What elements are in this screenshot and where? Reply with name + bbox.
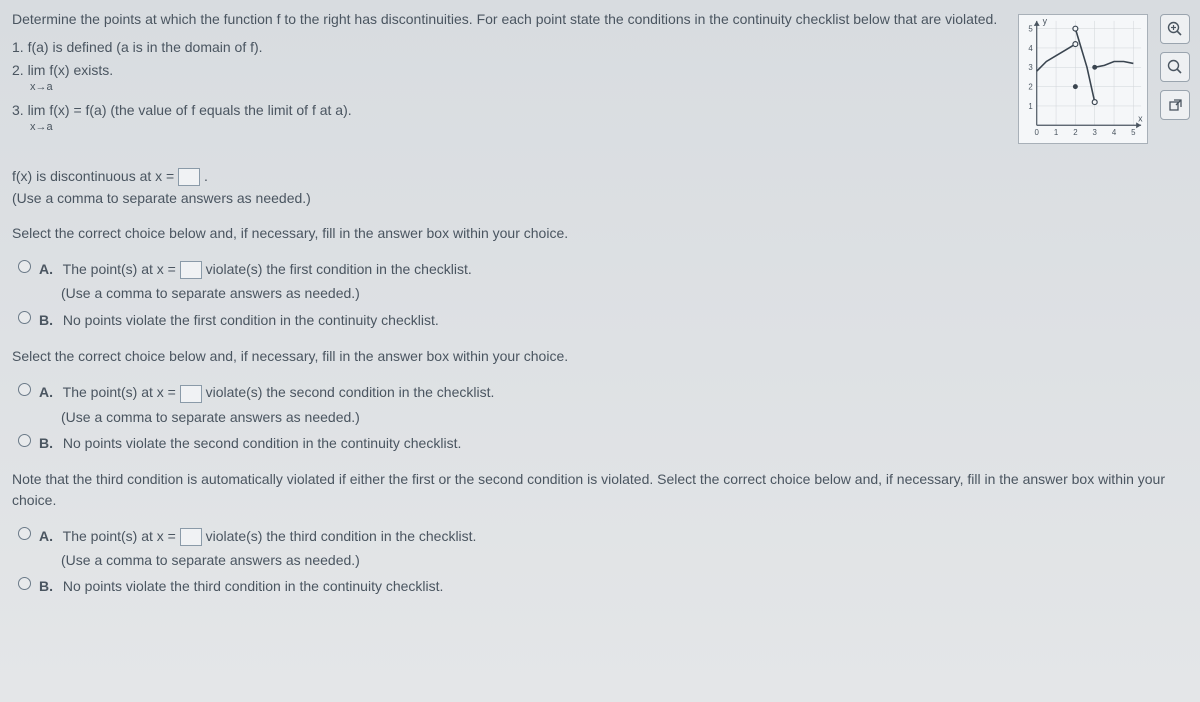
svg-text:3: 3 [1093, 128, 1098, 137]
discontinuous-text-post: . [204, 168, 208, 184]
question-header: Determine the points at which the functi… [12, 8, 1188, 30]
section2-radio-a[interactable] [18, 383, 31, 396]
condition-2: 2. lim f(x) exists. [12, 59, 1188, 81]
section1-radio-a[interactable] [18, 260, 31, 273]
section3-a-post: violate(s) the third condition in the ch… [206, 528, 477, 544]
graph-container: 0 1 2 3 4 5 1 2 3 4 5 y x [1018, 14, 1148, 144]
magnify-plus-icon [1167, 21, 1183, 37]
section3-radio-b[interactable] [18, 577, 31, 590]
section2-a-input[interactable] [180, 385, 202, 403]
section1-radio-b[interactable] [18, 311, 31, 324]
section3-b-label: B. [39, 578, 53, 594]
section3-a-pre: The point(s) at x = [63, 528, 180, 544]
discontinuous-text-pre: f(x) is discontinuous at x = [12, 168, 178, 184]
section3-note: Note that the third condition is automat… [12, 469, 1188, 511]
condition-2-sub: x→a [30, 79, 1188, 97]
section2-a-label: A. [39, 384, 53, 400]
section2-radio-b[interactable] [18, 434, 31, 447]
zoom-in-button[interactable] [1160, 14, 1190, 44]
condition-3-sub: x→a [30, 119, 1188, 137]
section1-instruction: Select the correct choice below and, if … [12, 222, 1188, 244]
svg-text:4: 4 [1028, 44, 1033, 53]
magnify-icon [1167, 59, 1183, 75]
section1-b-label: B. [39, 312, 53, 328]
section3-a-note: (Use a comma to separate answers as need… [61, 549, 1188, 571]
svg-text:y: y [1043, 16, 1048, 26]
svg-text:0: 0 [1035, 128, 1040, 137]
section3-a-label: A. [39, 528, 53, 544]
section1-a-pre: The point(s) at x = [63, 261, 180, 277]
svg-text:x: x [1138, 113, 1143, 123]
section3-a-input[interactable] [180, 528, 202, 546]
discontinuous-input[interactable] [178, 168, 200, 186]
section2-b-label: B. [39, 435, 53, 451]
section1-a-input[interactable] [180, 261, 202, 279]
section2-b-text: No points violate the second condition i… [63, 435, 461, 451]
svg-text:2: 2 [1073, 128, 1077, 137]
zoom-out-button[interactable] [1160, 52, 1190, 82]
section3-b-text: No points violate the third condition in… [63, 578, 444, 594]
section2-instruction: Select the correct choice below and, if … [12, 345, 1188, 367]
function-graph: 0 1 2 3 4 5 1 2 3 4 5 y x [1018, 14, 1148, 144]
condition-3: 3. lim f(x) = f(a) (the value of f equal… [12, 99, 1188, 121]
section1-a-note: (Use a comma to separate answers as need… [61, 282, 1188, 304]
svg-text:1: 1 [1028, 102, 1032, 111]
section2-a-pre: The point(s) at x = [63, 384, 180, 400]
discontinuous-note: (Use a comma to separate answers as need… [12, 187, 1188, 209]
section2-a-note: (Use a comma to separate answers as need… [61, 406, 1188, 428]
popout-icon [1168, 98, 1183, 113]
svg-text:5: 5 [1028, 25, 1033, 34]
svg-text:3: 3 [1028, 63, 1033, 72]
condition-1: 1. f(a) is defined (a is in the domain o… [12, 36, 1188, 58]
svg-text:1: 1 [1054, 128, 1058, 137]
section2-a-post: violate(s) the second condition in the c… [206, 384, 495, 400]
section3-radio-a[interactable] [18, 527, 31, 540]
svg-text:4: 4 [1112, 128, 1117, 137]
section1-b-text: No points violate the first condition in… [63, 312, 439, 328]
svg-text:5: 5 [1131, 128, 1136, 137]
svg-text:2: 2 [1028, 83, 1032, 92]
popout-button[interactable] [1160, 90, 1190, 120]
section1-a-post: violate(s) the first condition in the ch… [206, 261, 472, 277]
section1-a-label: A. [39, 261, 53, 277]
